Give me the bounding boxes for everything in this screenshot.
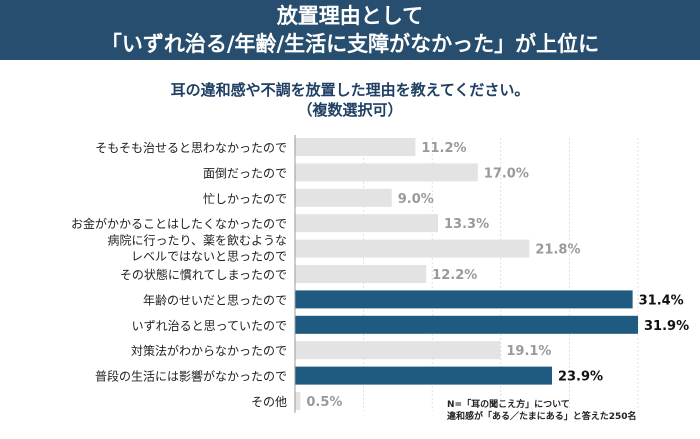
bar	[295, 392, 301, 410]
category-label: その状態に慣れてしまったので	[120, 267, 287, 282]
bar	[295, 341, 501, 360]
value-label: 21.8%	[535, 243, 580, 258]
value-label: 11.2%	[421, 141, 466, 156]
title-line-1: 放置理由として	[276, 4, 424, 28]
category-label: 病院に行ったり、薬を飲むような	[107, 233, 287, 248]
category-label: 年齢のせいだと思ったので	[143, 292, 287, 307]
bar	[295, 239, 530, 258]
bar	[295, 366, 552, 385]
bar	[295, 265, 427, 283]
category-label: お金がかかることはしたくなかったので	[71, 216, 287, 231]
value-label: 31.9%	[644, 319, 689, 334]
category-label: 面倒だったので	[203, 166, 287, 180]
sample-note-line-2: 違和感が「ある／たまにある」と答えた250名	[447, 412, 637, 422]
title-line-2: 「いずれ治る/年齢/生活に支障がなかった」が上位に	[100, 32, 600, 56]
sample-note-line-1: N=「耳の聞こえ方」について	[447, 400, 570, 410]
value-label: 12.2%	[432, 268, 477, 283]
bar	[295, 138, 416, 156]
title-banner: 放置理由として 「いずれ治る/年齢/生活に支障がなかった」が上位に	[0, 0, 700, 60]
category-label: 対策法がわからなかったので	[131, 343, 287, 358]
category-label: その他	[251, 395, 287, 409]
bar	[295, 214, 439, 233]
category-label: そもそも治せると思わなかったので	[95, 141, 287, 155]
value-label: 23.9%	[558, 370, 603, 385]
category-label: いずれ治ると思っていたので	[132, 319, 287, 333]
question-note: （複数選択可）	[297, 101, 403, 119]
value-label: 9.0%	[398, 192, 434, 207]
question-text: 耳の違和感や不調を放置した理由を教えてください。	[170, 81, 530, 99]
category-label: 普段の生活には影響がなかったので	[95, 369, 287, 384]
bar	[295, 188, 392, 207]
value-label: 31.4%	[639, 293, 684, 308]
value-label: 13.3%	[444, 217, 489, 232]
bar	[295, 315, 638, 334]
category-label: レベルではないと思ったので	[131, 250, 287, 264]
bar	[295, 290, 633, 309]
value-label: 0.5%	[306, 395, 342, 410]
value-label: 17.0%	[484, 166, 529, 181]
value-label: 19.1%	[506, 344, 551, 359]
bar	[295, 163, 478, 182]
category-label: 忙しかったので	[203, 192, 287, 206]
